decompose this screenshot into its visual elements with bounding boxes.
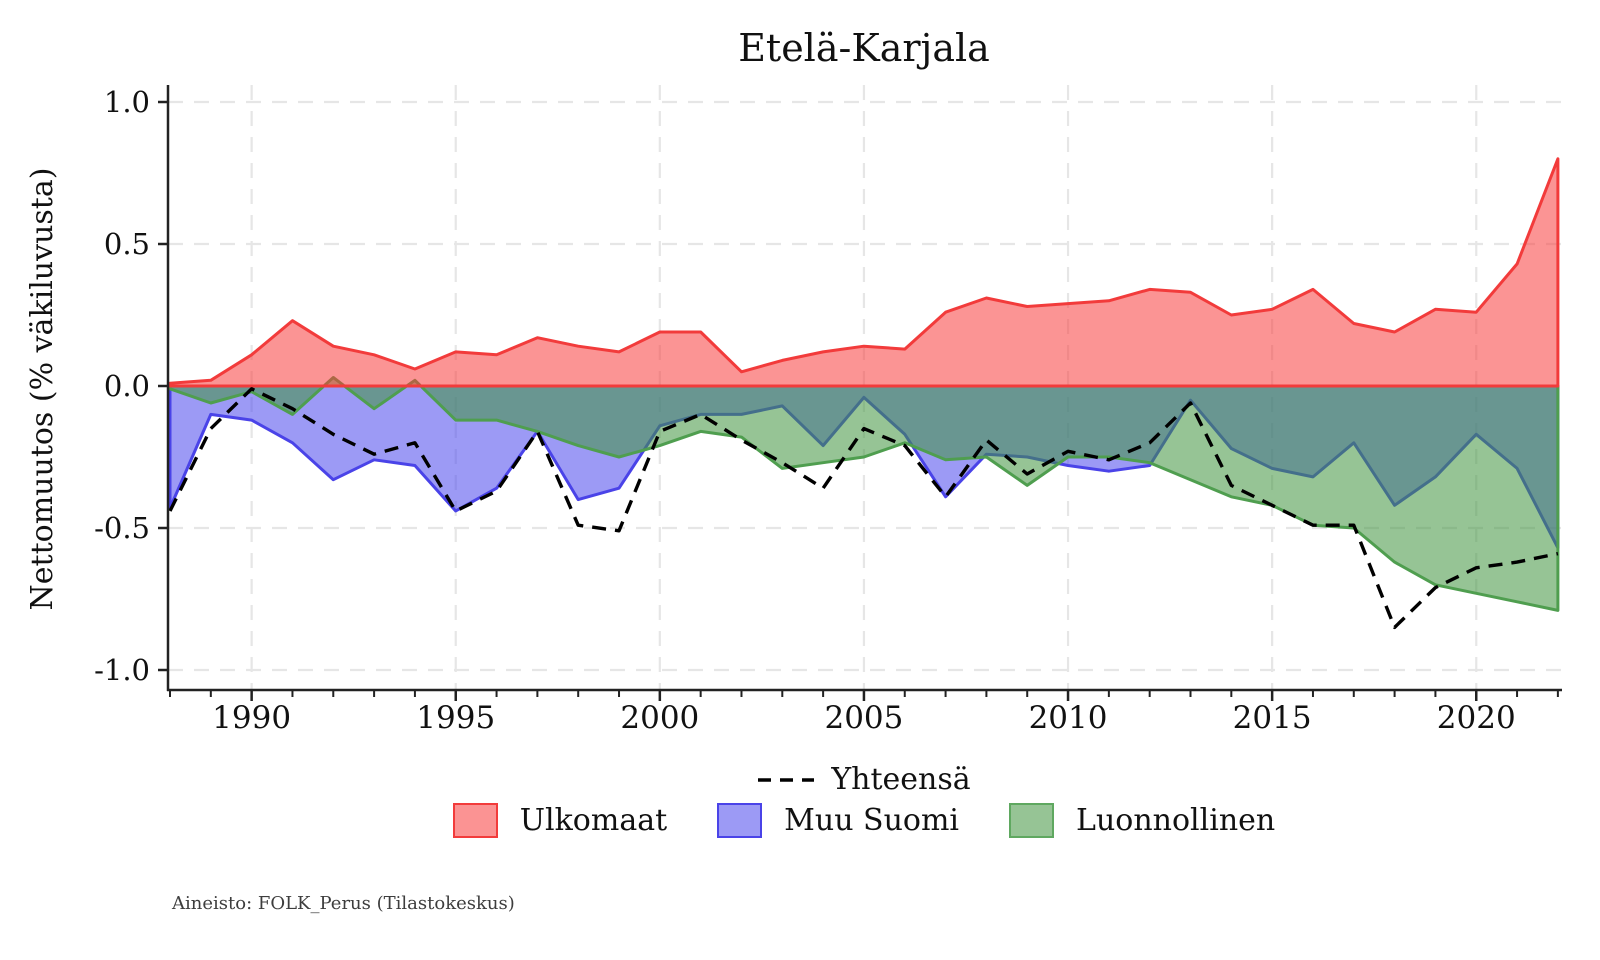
- footnote: Aineisto: FOLK_Perus (Tilastokeskus): [172, 893, 515, 914]
- legend-item-luonnollinen: Luonnollinen: [1009, 803, 1275, 838]
- x-tick-label: 2005: [824, 700, 903, 736]
- chart-title: Etelä-Karjala: [738, 26, 990, 70]
- x-tick-label: 2010: [1029, 700, 1108, 736]
- x-tick-label: 2015: [1233, 700, 1312, 736]
- x-tick-label: 2000: [620, 700, 699, 736]
- y-tick-label: -0.5: [94, 511, 150, 545]
- legend-label-yhteensa: Yhteensä: [831, 762, 971, 797]
- legend-item-yhteensa: Yhteensä: [757, 762, 971, 797]
- legend-swatch-luonnollinen: [1009, 803, 1055, 838]
- legend-label-ulkomaat: Ulkomaat: [519, 803, 668, 838]
- area-luonnollinen: [168, 376, 1560, 612]
- y-tick-label: 1.0: [104, 85, 150, 119]
- y-tick-label: 0.5: [104, 227, 150, 261]
- line-yhteensa: [168, 387, 1559, 630]
- area-ulkomaat: [168, 157, 1560, 388]
- legend-label-muu-suomi: Muu Suomi: [784, 803, 960, 838]
- x-tick-label: 2020: [1437, 700, 1516, 736]
- legend-row-bottom: Ulkomaat Muu Suomi Luonnollinen: [452, 803, 1275, 838]
- x-tick-label: 1995: [416, 700, 495, 736]
- y-tick-label: -1.0: [94, 653, 150, 687]
- legend-item-ulkomaat: Ulkomaat: [452, 803, 668, 838]
- legend: Yhteensä Ulkomaat Muu Suomi Luonnollinen: [168, 762, 1560, 838]
- legend-row-top: Yhteensä: [757, 762, 971, 797]
- legend-item-muu-suomi: Muu Suomi: [717, 803, 959, 838]
- x-tick-label: 1990: [212, 700, 291, 736]
- legend-swatch-muu-suomi: [717, 803, 763, 838]
- legend-label-luonnollinen: Luonnollinen: [1076, 803, 1276, 838]
- dashed-line-icon: [758, 777, 815, 782]
- y-tick-label: 0.0: [104, 369, 150, 403]
- legend-swatch-ulkomaat: [452, 803, 498, 838]
- y-axis-title: Nettomuutos (% väkiluvusta): [25, 167, 60, 611]
